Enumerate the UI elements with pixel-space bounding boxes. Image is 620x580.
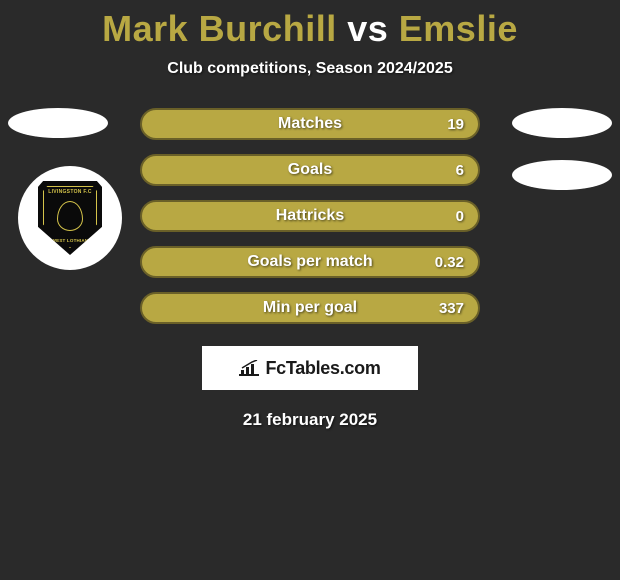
- stats-bars: Matches 19 Goals 6 Hattricks 0 Goals per…: [140, 108, 480, 324]
- content-area: LIVINGSTON F.C WEST LOTHIAN Matches 19 G…: [0, 108, 620, 430]
- player1-avatar-placeholder: [8, 108, 108, 138]
- stat-bar-matches: Matches 19: [140, 108, 480, 140]
- stat-value: 19: [447, 116, 464, 133]
- stat-label: Hattricks: [276, 207, 344, 225]
- shield-top-text: LIVINGSTON F.C: [48, 189, 92, 195]
- source-logo-box: FcTables.com: [202, 346, 418, 390]
- chart-icon: [239, 360, 259, 376]
- date-text: 21 february 2025: [0, 410, 620, 430]
- stat-bar-goals: Goals 6: [140, 154, 480, 186]
- player2-name: Emslie: [399, 8, 518, 49]
- comparison-title: Mark Burchill vs Emslie: [0, 0, 620, 50]
- stat-bar-goals-per-match: Goals per match 0.32: [140, 246, 480, 278]
- source-logo-text: FcTables.com: [265, 358, 380, 379]
- stat-bar-min-per-goal: Min per goal 337: [140, 292, 480, 324]
- subtitle: Club competitions, Season 2024/2025: [0, 60, 620, 78]
- stat-value: 0.32: [435, 254, 464, 271]
- player1-name: Mark Burchill: [102, 8, 337, 49]
- stat-value: 0: [456, 208, 464, 225]
- stat-label: Min per goal: [263, 299, 357, 317]
- shield-emblem-icon: [57, 201, 83, 231]
- player2-avatar-placeholder: [512, 108, 612, 138]
- club-shield: LIVINGSTON F.C WEST LOTHIAN: [38, 181, 102, 255]
- stat-bar-hattricks: Hattricks 0: [140, 200, 480, 232]
- shield-bottom-text: WEST LOTHIAN: [52, 238, 89, 243]
- stat-value: 6: [456, 162, 464, 179]
- player1-club-badge: LIVINGSTON F.C WEST LOTHIAN: [18, 166, 122, 270]
- stat-label: Goals per match: [247, 253, 372, 271]
- stat-value: 337: [439, 300, 464, 317]
- player2-club-placeholder: [512, 160, 612, 190]
- stat-label: Matches: [278, 115, 342, 133]
- vs-text: vs: [347, 8, 388, 49]
- stat-label: Goals: [288, 161, 332, 179]
